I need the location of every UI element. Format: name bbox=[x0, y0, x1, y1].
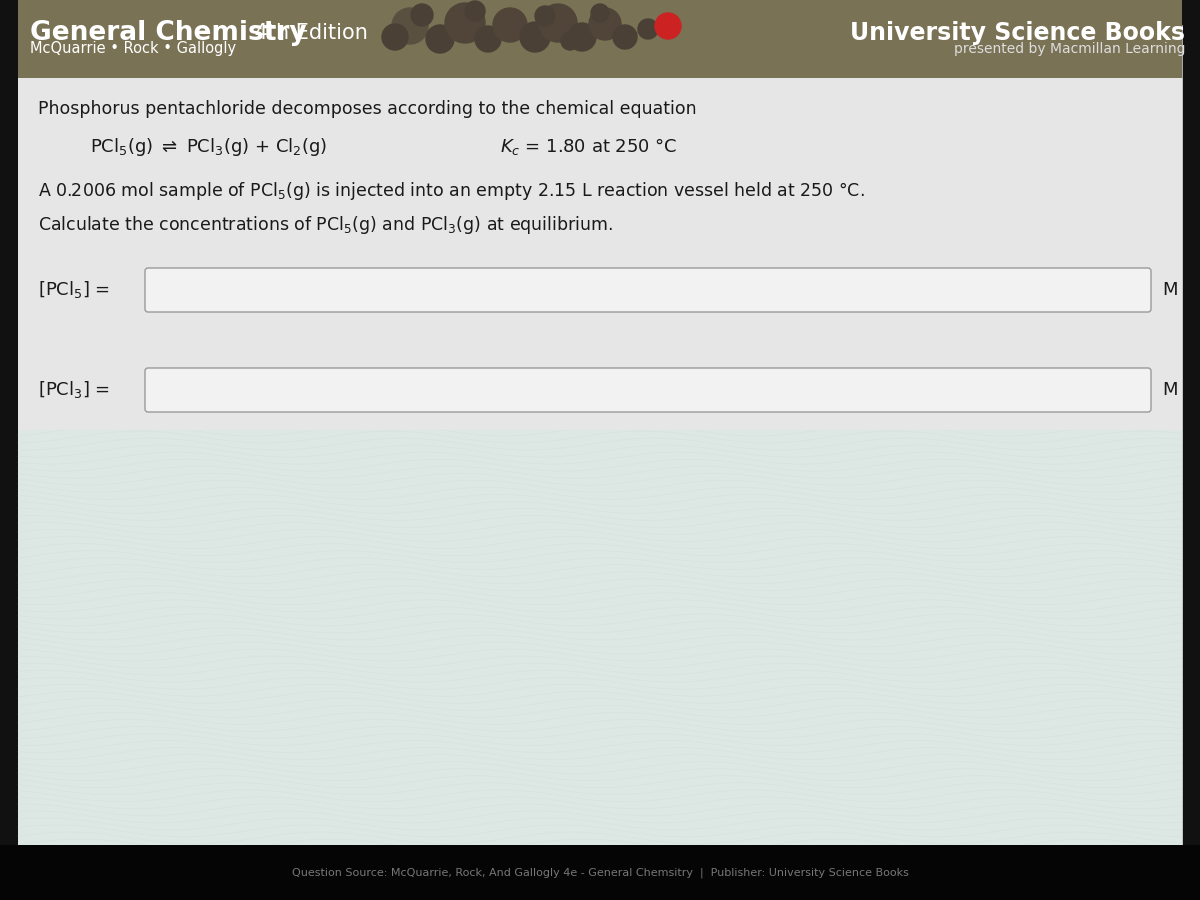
Text: Calculate the concentrations of PCl$_5$(g) and PCl$_3$(g) at equilibrium.: Calculate the concentrations of PCl$_5$(… bbox=[38, 214, 613, 236]
Text: M: M bbox=[1162, 381, 1177, 399]
Circle shape bbox=[568, 23, 596, 51]
Text: [PCl$_3$] =: [PCl$_3$] = bbox=[38, 380, 110, 400]
Text: M: M bbox=[1162, 281, 1177, 299]
Circle shape bbox=[562, 32, 580, 50]
Circle shape bbox=[520, 22, 550, 52]
Circle shape bbox=[592, 4, 610, 22]
Bar bbox=[0, 845, 1200, 900]
Bar bbox=[18, 78, 1182, 430]
FancyBboxPatch shape bbox=[145, 268, 1151, 312]
Bar bbox=[18, 425, 1182, 845]
Text: University Science Books: University Science Books bbox=[850, 21, 1186, 45]
Circle shape bbox=[466, 1, 485, 21]
Text: General Chemistry: General Chemistry bbox=[30, 20, 307, 46]
Text: [PCl$_5$] =: [PCl$_5$] = bbox=[38, 280, 110, 301]
Text: presented by Macmillan Learning: presented by Macmillan Learning bbox=[954, 42, 1186, 56]
Circle shape bbox=[392, 8, 428, 44]
Text: McQuarrie • Rock • Gallogly: McQuarrie • Rock • Gallogly bbox=[30, 41, 236, 57]
Text: A 0.2006 mol sample of PCl$_5$(g) is injected into an empty 2.15 L reaction vess: A 0.2006 mol sample of PCl$_5$(g) is inj… bbox=[38, 180, 865, 202]
Bar bbox=[18, 78, 1182, 845]
Circle shape bbox=[410, 4, 433, 26]
Circle shape bbox=[655, 13, 682, 39]
Bar bbox=[18, 0, 1182, 78]
Circle shape bbox=[475, 26, 502, 52]
Text: $K_c$ = 1.80 at 250 °C: $K_c$ = 1.80 at 250 °C bbox=[500, 136, 678, 157]
Text: Question Source: McQuarrie, Rock, And Gallogly 4e - General Chemsitry  |  Publis: Question Source: McQuarrie, Rock, And Ga… bbox=[292, 868, 908, 878]
Circle shape bbox=[493, 8, 527, 42]
Bar bbox=[18, 0, 1182, 78]
Circle shape bbox=[589, 8, 622, 40]
FancyBboxPatch shape bbox=[145, 368, 1151, 412]
Circle shape bbox=[535, 6, 554, 26]
Text: 4th Edition: 4th Edition bbox=[248, 23, 368, 43]
Circle shape bbox=[445, 3, 485, 43]
Circle shape bbox=[426, 25, 454, 53]
Circle shape bbox=[613, 25, 637, 49]
Text: PCl$_5$(g) $\rightleftharpoons$ PCl$_3$(g) + Cl$_2$(g): PCl$_5$(g) $\rightleftharpoons$ PCl$_3$(… bbox=[90, 136, 328, 158]
Circle shape bbox=[638, 19, 658, 39]
Circle shape bbox=[382, 24, 408, 50]
Text: Phosphorus pentachloride decomposes according to the chemical equation: Phosphorus pentachloride decomposes acco… bbox=[38, 100, 697, 118]
Circle shape bbox=[539, 4, 577, 42]
